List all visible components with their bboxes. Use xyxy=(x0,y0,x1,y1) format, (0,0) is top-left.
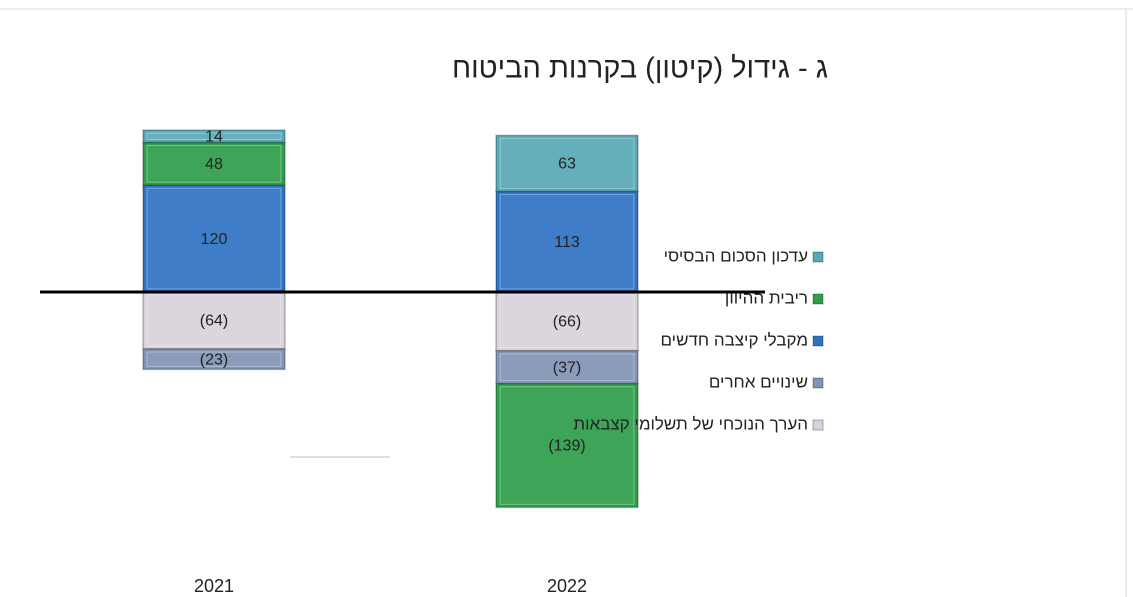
legend-swatch xyxy=(812,377,824,389)
data-label: (23) xyxy=(200,351,228,368)
legend-label: הערך הנוכחי של תשלומי קצבאות xyxy=(573,414,808,433)
legend-label: ריבית ההיוון xyxy=(725,288,808,307)
legend-label: עדכון הסכום הבסיסי xyxy=(664,246,808,265)
bar-segment xyxy=(495,291,639,352)
bar-bevel xyxy=(499,294,635,349)
x-tick-label: 2021 xyxy=(194,576,234,596)
bar-segment xyxy=(495,349,639,385)
data-label: 63 xyxy=(558,156,576,173)
chart-title: ג - גידול (קיטון) בקרנות הביטוח xyxy=(452,53,828,85)
legend-swatch xyxy=(812,335,824,347)
bar-bevel xyxy=(146,132,282,140)
bar-bevel xyxy=(146,294,282,347)
bar-bevel xyxy=(499,386,635,505)
bar-segment xyxy=(142,291,286,350)
data-label: (64) xyxy=(200,313,228,330)
bar-bevel xyxy=(146,351,282,367)
bar-segment xyxy=(495,382,639,509)
bar-bevel xyxy=(499,193,635,290)
bar-segment xyxy=(142,129,286,144)
bar-bevel xyxy=(499,353,635,382)
data-label: (139) xyxy=(548,438,585,455)
data-label: (66) xyxy=(553,314,581,331)
bar-segment xyxy=(142,348,286,371)
data-label: 14 xyxy=(205,128,223,145)
bar-bevel xyxy=(146,144,282,183)
data-label: 48 xyxy=(205,156,223,173)
legend-swatch xyxy=(812,251,824,263)
legend-label: מקבלי קיצבה חדשים xyxy=(660,330,808,349)
x-tick-label: 2022 xyxy=(547,576,587,596)
bar-bevel xyxy=(499,137,635,189)
bar-segment xyxy=(495,190,639,293)
legend-swatch xyxy=(812,419,824,431)
data-label: (37) xyxy=(553,359,581,376)
legend-label: שינויים אחרים xyxy=(709,372,808,391)
legend-swatch xyxy=(812,293,824,305)
bar-segment xyxy=(495,134,639,193)
data-label: 120 xyxy=(201,231,228,248)
bar-bevel xyxy=(146,187,282,290)
data-label: 113 xyxy=(554,234,580,251)
